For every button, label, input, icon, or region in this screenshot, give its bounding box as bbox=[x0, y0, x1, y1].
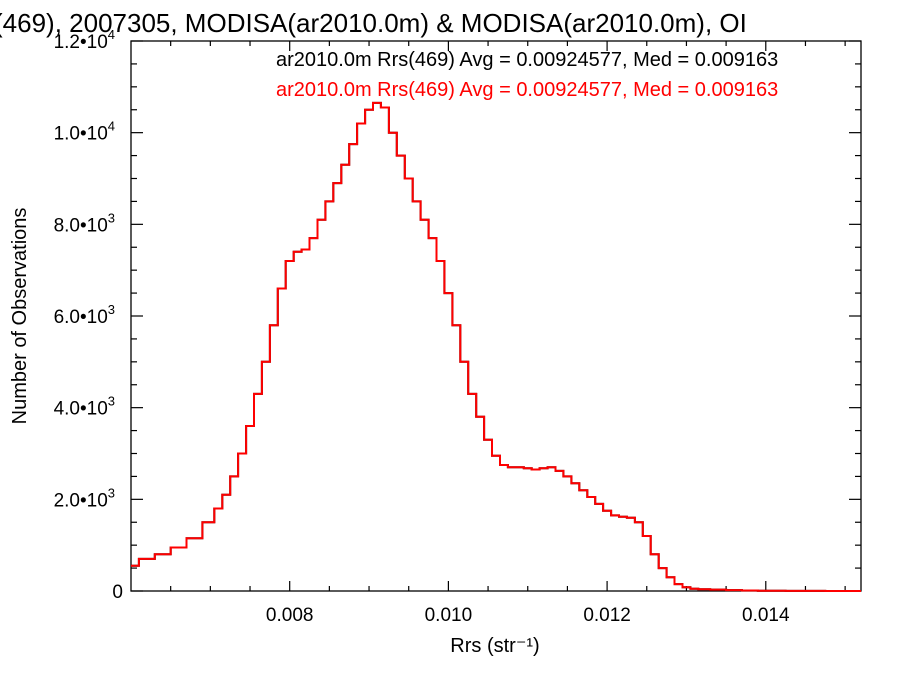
y-axis-ticks: 0 2.0•103 4.0•103 6.0•103 8.0•103 1.0•104 1.2•… bbox=[54, 27, 861, 603]
y-tick-label: 8.0•103 bbox=[54, 210, 115, 236]
y-axis-label: Number of Observations bbox=[9, 208, 31, 425]
plot-frame bbox=[130, 40, 862, 592]
plot-area: 0.008 0.010 0.012 0.014 0 2.0•103 4.0•103 6.0•… bbox=[54, 27, 862, 626]
x-tick-label: 0.012 bbox=[583, 605, 631, 626]
y-tick-label: 1.0•104 bbox=[54, 119, 115, 145]
x-axis-ticks: 0.008 0.010 0.012 0.014 bbox=[170, 41, 846, 626]
series-line-0 bbox=[131, 101, 861, 592]
series-group bbox=[131, 101, 861, 592]
x-tick-label: 0.014 bbox=[742, 605, 790, 626]
y-tick-label: 1.2•104 bbox=[54, 27, 115, 53]
series-line-1 bbox=[131, 101, 861, 592]
chart-title: (469), 2007305, MODISA(ar2010.0m) & MODI… bbox=[0, 8, 747, 38]
x-tick-label: 0.008 bbox=[266, 605, 314, 626]
y-tick-label: 2.0•103 bbox=[54, 485, 115, 511]
x-axis-label: Rrs (str⁻¹) bbox=[450, 635, 539, 657]
y-tick-label: 4.0•103 bbox=[54, 394, 115, 420]
legend-entry-red: ar2010.0m Rrs(469) Avg = 0.00924577, Med… bbox=[276, 79, 778, 101]
y-tick-label: 0 bbox=[112, 582, 123, 603]
legend-entry-black: ar2010.0m Rrs(469) Avg = 0.00924577, Med… bbox=[276, 49, 778, 71]
y-tick-label: 6.0•103 bbox=[54, 302, 115, 328]
x-tick-label: 0.010 bbox=[425, 605, 473, 626]
